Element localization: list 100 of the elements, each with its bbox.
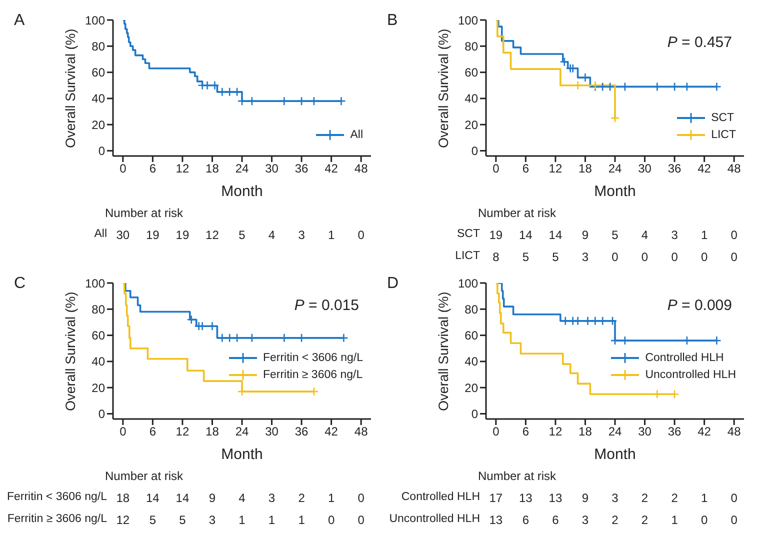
x-tick-label: 18 (578, 424, 592, 439)
text: 4 (640, 228, 650, 242)
text: 2 (640, 513, 650, 527)
y-tick-label: 60 (92, 66, 106, 80)
y-tick-label: 40 (464, 92, 478, 106)
text: 14 (174, 491, 190, 505)
chart-title: A (14, 12, 25, 30)
text: 2 (670, 491, 679, 505)
text: Uncontrolled HLH (389, 513, 480, 525)
y-tick-label: 60 (464, 66, 478, 80)
annotation: P = 0.015 (294, 297, 359, 314)
x-tick-label: 0 (492, 162, 500, 176)
text: 0 (356, 228, 366, 242)
text: 14 (145, 491, 160, 505)
text: 0 (640, 250, 650, 264)
text: 18 (115, 491, 131, 505)
x-tick-label: 24 (608, 424, 622, 439)
y-tick-label: 80 (464, 39, 478, 54)
text: 5 (148, 513, 158, 527)
y-axis-title: Overall Survival (%) (62, 28, 78, 148)
x-tick-label: 12 (548, 162, 562, 176)
text: 4 (238, 491, 246, 505)
text: 19 (145, 228, 160, 242)
x-tick-label: 0 (120, 162, 127, 176)
y-tick-label: 100 (84, 13, 106, 28)
text: 5 (551, 250, 560, 264)
text: 0 (700, 250, 709, 264)
x-tick-label: 0 (492, 424, 500, 439)
x-axis-title: Month (594, 183, 636, 200)
x-tick-label: 36 (668, 424, 682, 439)
x-tick-label: 0 (120, 424, 127, 439)
text: 0 (730, 250, 738, 264)
x-tick-label: 18 (206, 424, 220, 439)
x-tick-label: 48 (354, 424, 368, 439)
text: 5 (238, 228, 246, 242)
text: 0 (610, 250, 620, 264)
text: 1 (297, 513, 306, 527)
text: 2 (297, 491, 306, 505)
text: 0 (670, 250, 679, 264)
text: All (94, 228, 107, 240)
x-tick-label: 30 (638, 424, 652, 439)
text: 3 (297, 228, 306, 242)
y-axis-title: Overall Survival (%) (436, 292, 451, 411)
text: 3 (610, 491, 620, 505)
text: 13 (488, 513, 504, 527)
x-tick-label: 30 (265, 162, 279, 176)
y-tick-label: 100 (458, 13, 478, 28)
y-tick-label: 40 (92, 92, 106, 106)
x-axis-title: Month (221, 446, 263, 463)
text: 9 (580, 491, 590, 505)
text: Ferritin ≥ 3606 ng/L (7, 513, 107, 525)
chart-title: B (387, 12, 398, 30)
x-tick-label: 24 (235, 424, 249, 439)
legend-label: SCT (710, 111, 736, 126)
legend-label: LICT (710, 128, 736, 143)
chart-title: D (387, 275, 399, 293)
x-tick-label: 12 (176, 424, 190, 439)
x-tick-label: 42 (324, 162, 338, 176)
x-tick-label: 42 (324, 424, 338, 439)
legend-label: Uncontrolled HLH (644, 368, 736, 384)
x-axis-title: Month (221, 183, 263, 200)
text: 0 (730, 491, 738, 505)
text: 0 (356, 513, 366, 527)
text: Number at risk (478, 206, 556, 220)
x-tick-label: 6 (149, 424, 156, 439)
x-tick-label: 24 (608, 162, 622, 176)
text: 3 (267, 491, 276, 505)
y-tick-label: 0 (98, 407, 106, 422)
y-tick-label: 20 (464, 380, 478, 395)
x-tick-label: 36 (294, 162, 309, 176)
x-tick-label: 6 (522, 424, 530, 439)
text: 5 (610, 228, 620, 242)
text: 3 (580, 250, 590, 264)
text: 9 (208, 491, 217, 505)
x-tick-label: 42 (698, 162, 712, 176)
y-tick-label: 80 (464, 302, 478, 316)
text: 1 (670, 513, 679, 527)
text: Ferritin < 3606 ng/L (6, 491, 107, 503)
legend-label: Ferritin < 3606 ng/L (262, 351, 363, 366)
text: 1 (700, 228, 709, 242)
text: 12 (115, 513, 131, 527)
text: 13 (518, 491, 534, 505)
text: 14 (518, 228, 534, 242)
x-tick-label: 42 (698, 424, 712, 439)
text: 1 (326, 491, 336, 505)
text: 6 (521, 513, 530, 527)
text: Number at risk (105, 469, 184, 483)
text: 17 (488, 491, 504, 505)
text: Number at risk (478, 469, 556, 483)
text: 3 (580, 513, 590, 527)
text: 0 (730, 228, 738, 242)
y-tick-label: 100 (458, 276, 478, 290)
text: 6 (551, 513, 560, 527)
y-tick-label: 40 (92, 354, 106, 369)
legend-label: Controlled HLH (644, 351, 725, 366)
text: 19 (488, 228, 504, 242)
legend-label: Ferritin ≥ 3606 ng/L (262, 368, 363, 384)
annotation: P = 0.009 (667, 297, 732, 314)
y-tick-label: 80 (92, 302, 106, 316)
x-tick-label: 6 (149, 162, 156, 176)
